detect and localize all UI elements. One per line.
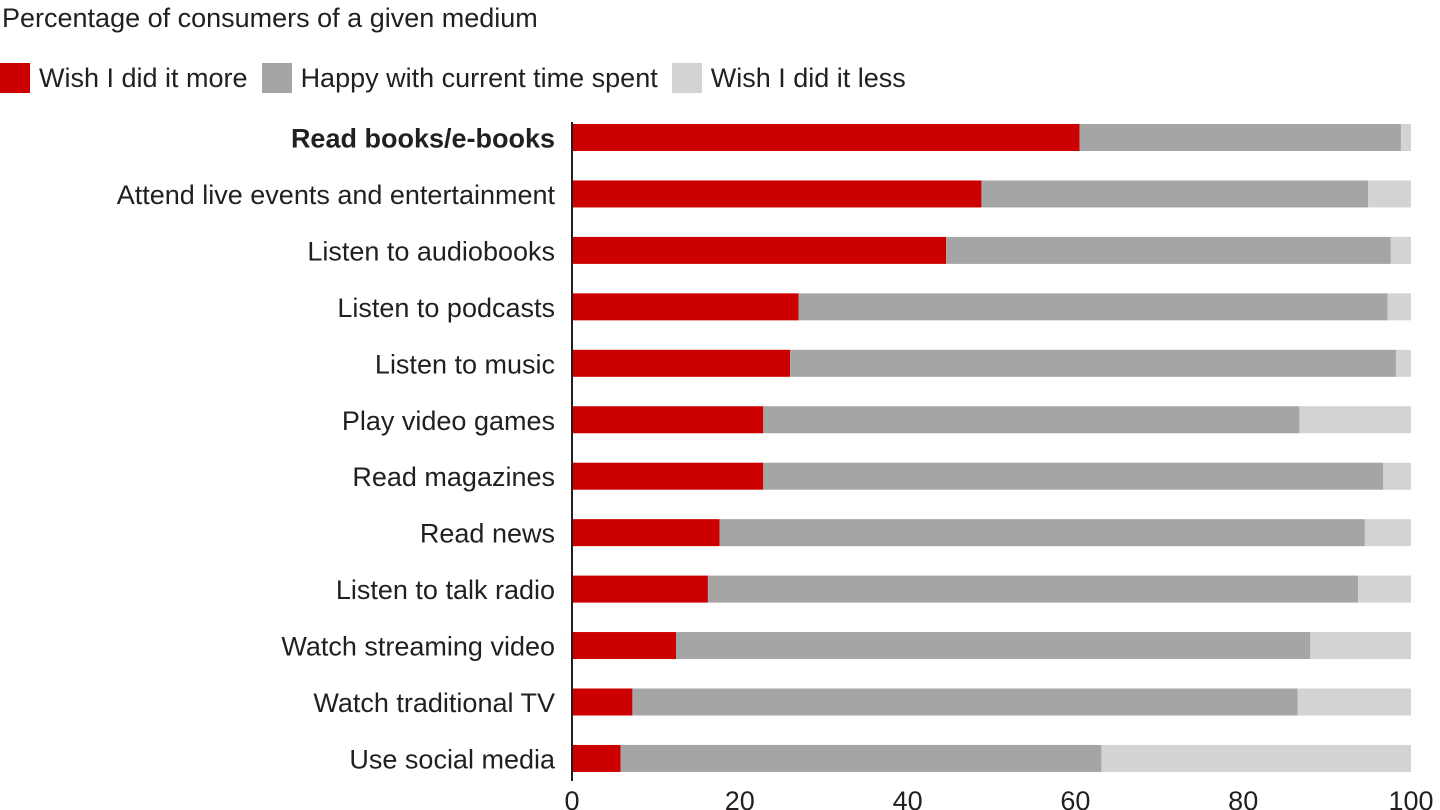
- chart-subtitle: Percentage of consumers of a given mediu…: [2, 3, 538, 33]
- bar-use-social-media-wish-i-did-it-more: [572, 744, 621, 772]
- category-label: Use social media: [349, 744, 556, 774]
- bar-watch-streaming-video-happy-with-current-time-spent: [676, 632, 1311, 660]
- bar-attend-live-events-and-entertainment-happy-with-current-time-spent: [981, 180, 1369, 208]
- category-label: Listen to music: [375, 349, 555, 379]
- bar-watch-traditional-tv-wish-i-did-it-more: [572, 688, 633, 716]
- bar-play-video-games-happy-with-current-time-spent: [763, 406, 1300, 434]
- category-label: Watch streaming video: [281, 632, 555, 662]
- legend-label-less: Wish I did it less: [710, 63, 906, 93]
- bar-listen-to-talk-radio-wish-i-did-it-less: [1358, 575, 1411, 603]
- x-tick-label: 80: [1228, 786, 1258, 810]
- category-label: Listen to audiobooks: [307, 236, 555, 266]
- bar-read-news-wish-i-did-it-less: [1364, 519, 1411, 547]
- category-label: Listen to talk radio: [336, 575, 555, 605]
- bar-use-social-media-wish-i-did-it-less: [1101, 744, 1411, 772]
- legend-swatch-less: [671, 63, 702, 93]
- bar-listen-to-talk-radio-wish-i-did-it-more: [572, 575, 708, 603]
- bar-use-social-media-happy-with-current-time-spent: [620, 744, 1102, 772]
- bar-read-magazines-wish-i-did-it-more: [572, 462, 764, 490]
- bar-read-books-e-books-wish-i-did-it-more: [572, 124, 1080, 151]
- bar-read-books-e-books-happy-with-current-time-spent: [1079, 124, 1401, 151]
- category-label: Read magazines: [352, 462, 555, 492]
- category-label: Listen to podcasts: [337, 293, 555, 323]
- bar-listen-to-music-happy-with-current-time-spent: [790, 349, 1396, 377]
- bar-watch-streaming-video-wish-i-did-it-less: [1310, 632, 1411, 660]
- legend-item-less: Wish I did it less: [671, 62, 906, 94]
- bar-read-magazines-wish-i-did-it-less: [1383, 462, 1411, 490]
- bar-watch-traditional-tv-wish-i-did-it-less: [1297, 688, 1411, 716]
- bar-listen-to-music-wish-i-did-it-more: [572, 349, 791, 377]
- bar-listen-to-podcasts-wish-i-did-it-less: [1387, 293, 1411, 321]
- bar-watch-streaming-video-wish-i-did-it-more: [572, 632, 677, 660]
- category-label: Play video games: [342, 406, 555, 436]
- x-tick-label: 40: [893, 786, 923, 810]
- legend-swatch-more: [0, 63, 30, 93]
- bar-listen-to-audiobooks-wish-i-did-it-more: [572, 236, 947, 264]
- bar-attend-live-events-and-entertainment-wish-i-did-it-less: [1368, 180, 1411, 208]
- bar-listen-to-audiobooks-wish-i-did-it-less: [1390, 236, 1411, 264]
- category-label: Read news: [420, 519, 555, 549]
- legend-label-happy: Happy with current time spent: [300, 63, 658, 93]
- x-tick-label: 20: [725, 786, 755, 810]
- legend-item-more: Wish I did it more: [0, 62, 248, 94]
- bar-listen-to-talk-radio-happy-with-current-time-spent: [707, 575, 1359, 603]
- bar-read-news-wish-i-did-it-more: [572, 519, 720, 547]
- bar-play-video-games-wish-i-did-it-less: [1299, 406, 1411, 434]
- legend-item-happy: Happy with current time spent: [261, 62, 658, 94]
- legend: Wish I did it more Happy with current ti…: [0, 60, 920, 96]
- x-tick-label: 0: [564, 786, 579, 810]
- legend-swatch-happy: [261, 63, 292, 93]
- bar-listen-to-podcasts-wish-i-did-it-more: [572, 293, 799, 321]
- bar-play-video-games-wish-i-did-it-more: [572, 406, 764, 434]
- x-tick-label: 60: [1060, 786, 1090, 810]
- bar-watch-traditional-tv-happy-with-current-time-spent: [632, 688, 1298, 716]
- bar-read-magazines-happy-with-current-time-spent: [763, 462, 1384, 490]
- bar-attend-live-events-and-entertainment-wish-i-did-it-more: [572, 180, 982, 208]
- x-tick-label: 100: [1388, 786, 1433, 810]
- bar-listen-to-podcasts-happy-with-current-time-spent: [798, 293, 1388, 321]
- bar-read-news-happy-with-current-time-spent: [719, 519, 1365, 547]
- bar-read-books-e-books-wish-i-did-it-less: [1400, 124, 1411, 151]
- bar-listen-to-music-wish-i-did-it-less: [1395, 349, 1411, 377]
- category-label: Watch traditional TV: [313, 688, 555, 718]
- legend-label-more: Wish I did it more: [39, 63, 248, 93]
- bar-listen-to-audiobooks-happy-with-current-time-spent: [946, 236, 1391, 264]
- category-label: Read books/e-books: [291, 124, 555, 154]
- category-label: Attend live events and entertainment: [117, 180, 556, 210]
